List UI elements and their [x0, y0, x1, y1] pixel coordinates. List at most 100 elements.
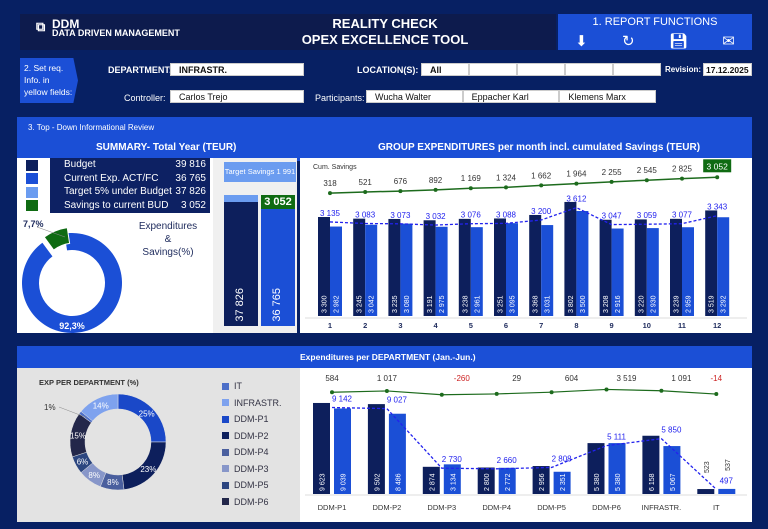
avg-label: 3 200 — [531, 207, 552, 216]
cum-savings-label: 318 — [323, 179, 337, 188]
legend-label: INFRASTR. — [234, 397, 282, 408]
bar-actual — [470, 227, 483, 316]
group-expenditures-title: GROUP EXPENDITURES per month incl. cumul… — [378, 142, 701, 153]
bar-actual — [646, 228, 659, 316]
legend-label: IT — [234, 381, 242, 391]
avg-label: 9 142 — [332, 395, 353, 404]
bar-actual — [663, 446, 681, 494]
bar-label-budget: 9 502 — [374, 473, 381, 491]
pie-label: 1% — [44, 403, 56, 412]
avg-label: 497 — [720, 476, 734, 485]
bar-label-actual: 2 930 — [650, 295, 657, 313]
pie-label: 14% — [93, 401, 109, 410]
savings-label: 1 091 — [671, 374, 692, 383]
legend-swatch — [222, 448, 229, 456]
location-field[interactable] — [517, 63, 565, 76]
location-field[interactable] — [565, 63, 613, 76]
bar-actual — [611, 228, 624, 316]
revision-field[interactable]: 17.12.2025 — [703, 63, 752, 76]
bar-actual — [400, 223, 413, 316]
pie-label: 6% — [77, 458, 89, 467]
bar-label-actual: 3 080 — [404, 295, 411, 313]
bar-label-actual: 3 134 — [450, 473, 457, 491]
bar-label-actual: 2 959 — [686, 295, 693, 313]
bar-label-actual: 2 772 — [505, 473, 512, 491]
location-field[interactable]: All — [421, 63, 469, 76]
legend-swatch — [222, 415, 229, 423]
report-functions-label: 1. REPORT FUNCTIONS — [592, 16, 718, 28]
month-tick-label: 9 — [610, 321, 614, 330]
donut-slice-savings — [43, 227, 71, 251]
bar-label-actual: 2 961 — [474, 295, 481, 313]
bar-actual — [718, 488, 736, 494]
refresh-icon[interactable]: ↻ — [622, 33, 635, 50]
legend-item: DDM-P1 — [222, 414, 269, 424]
month-tick-label: 5 — [469, 321, 473, 330]
legend-swatch — [222, 432, 229, 439]
bar-budget — [458, 218, 471, 316]
section3-header — [17, 117, 752, 161]
avg-line — [329, 206, 718, 226]
bar-label-budget: 9 623 — [320, 473, 327, 491]
participant-field[interactable]: Eppacher Karl — [462, 90, 560, 103]
pie-label: 25% — [139, 409, 155, 418]
bar-label-actual: 3 292 — [721, 295, 728, 313]
pie-label: 8% — [88, 471, 100, 480]
avg-label: 3 047 — [602, 212, 623, 221]
bar-label-actual: 9 039 — [341, 473, 348, 491]
legend-swatch — [222, 465, 229, 472]
bar-budget — [422, 466, 440, 494]
bar-budget — [564, 201, 577, 316]
department-tick-label: DDM-P1 — [318, 503, 347, 512]
revision-label: Revision: — [665, 65, 702, 74]
bar-label-budget: 2 800 — [484, 473, 491, 491]
legend-item: DDM-P5 — [222, 480, 269, 490]
bar-label-budget: 523 — [704, 461, 711, 473]
section4-title: Expenditures per DEPARTMENT (Jan.-Jun.) — [300, 352, 476, 362]
legend-label: DDM-P5 — [234, 480, 269, 490]
bar-label-budget: 6 158 — [649, 473, 656, 491]
mail-icon[interactable]: ✉︎ — [722, 33, 735, 50]
month-tick-label: 7 — [539, 321, 543, 330]
controller-field[interactable]: Carlos Trejo — [170, 90, 304, 103]
location-fields: All — [421, 63, 661, 76]
legend-swatch-savings — [26, 200, 38, 211]
location-field[interactable] — [613, 63, 661, 76]
location-field[interactable] — [469, 63, 517, 76]
savings-line — [331, 388, 717, 396]
bar-label-budget: 3 208 — [603, 295, 610, 313]
cum-savings-label: 1 324 — [496, 173, 517, 182]
bar-budget — [529, 214, 542, 316]
bar-actual — [334, 408, 351, 494]
bar-budget — [587, 443, 605, 494]
legend-label: DDM-P1 — [234, 414, 269, 424]
summary-row-current: Current Exp. ACT/FC 36 765 — [64, 172, 206, 184]
summary-table: Budget 39 816 Current Exp. ACT/FC 36 765 T… — [50, 158, 210, 213]
avg-label: 5 111 — [607, 433, 626, 442]
cum-savings-label: 521 — [359, 178, 373, 187]
report-functions-panel: 1. REPORT FUNCTIONS ⬇︎ ↻ 💾︎ ✉︎ — [558, 14, 752, 50]
avg-label: 3 059 — [637, 211, 658, 220]
target-savings-callout: Target Savings 1 991 — [224, 162, 296, 182]
participant-field[interactable]: Klemens Marx — [559, 90, 657, 103]
download-icon[interactable]: ⬇︎ — [575, 33, 588, 50]
cum-savings-label: Cum. Savings — [313, 164, 357, 171]
legend-swatch-budget — [26, 160, 38, 171]
bar-actual — [541, 225, 554, 316]
save-icon[interactable]: 💾︎ — [668, 33, 688, 50]
avg-label: 2 730 — [442, 455, 463, 464]
donut-slice-expenditure — [21, 233, 123, 333]
participants-label: Participants: — [315, 93, 365, 103]
bar-label-budget: 3 220 — [638, 295, 645, 313]
savings-label: -14 — [711, 374, 723, 383]
bar-budget — [388, 218, 401, 316]
department-tick-label: DDM-P4 — [482, 503, 511, 512]
bar-label-actual: 3 042 — [369, 295, 376, 313]
summary-row-budget: Budget 39 816 — [64, 159, 206, 170]
bar-budget — [705, 210, 718, 316]
department-field[interactable]: INFRASTR. — [170, 63, 304, 76]
summary-row-target: Target 5% under Budget 37 826 — [64, 186, 206, 197]
bar-budget — [318, 217, 330, 316]
bar-actual — [330, 226, 342, 316]
participant-field[interactable]: Wucha Walter — [366, 90, 463, 103]
